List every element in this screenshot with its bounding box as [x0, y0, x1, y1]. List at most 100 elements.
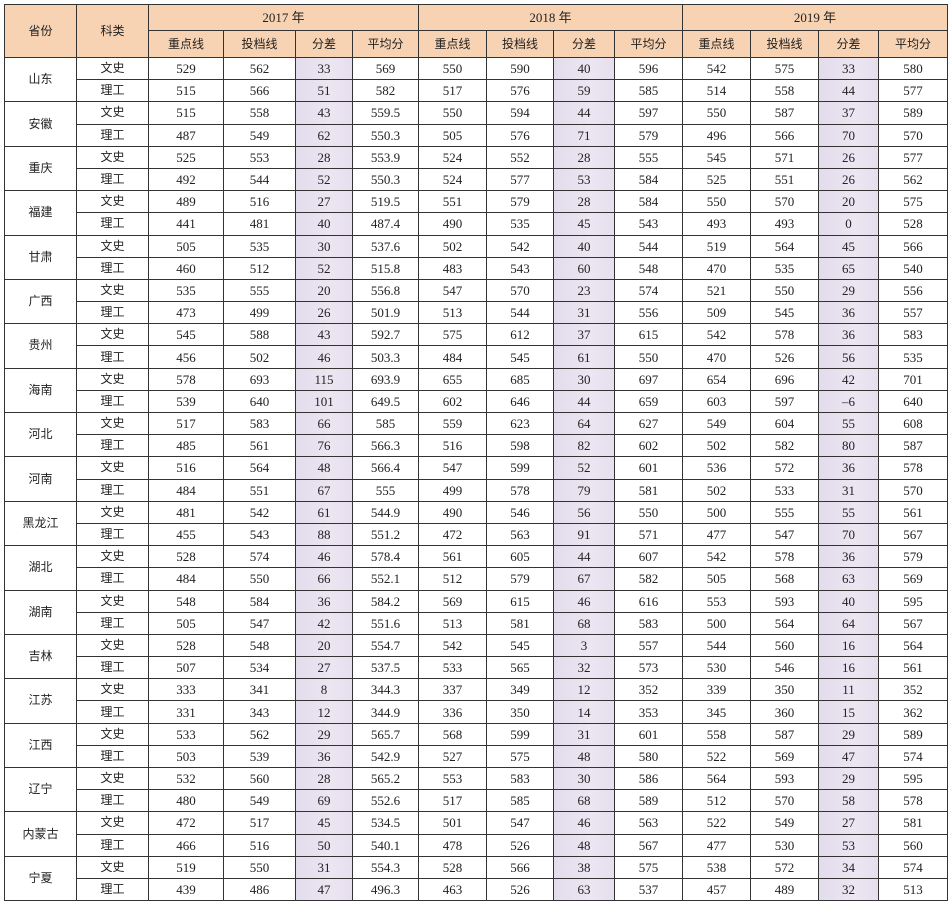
value-cell: 569	[351, 56, 420, 81]
value-cell: 30	[553, 766, 616, 791]
value-cell: 550	[682, 190, 752, 214]
province-cell: 甘肃	[4, 234, 77, 280]
value-cell: 505	[682, 567, 752, 591]
value-cell: 336	[418, 700, 488, 724]
value-cell: 502	[682, 434, 752, 458]
value-cell: 33	[818, 56, 880, 81]
value-cell: 537.5	[351, 656, 420, 680]
value-cell: 563	[614, 811, 684, 835]
value-cell: 50	[295, 833, 353, 857]
value-cell: 56	[818, 345, 880, 369]
value-cell: 543	[614, 212, 684, 236]
subject-cell: 理工	[76, 567, 149, 591]
value-cell: 345	[682, 700, 752, 724]
value-cell: 505	[148, 234, 224, 258]
value-cell: 544.9	[351, 500, 420, 524]
value-cell: 60	[553, 256, 616, 280]
table-row: 理工 456 502 46 503.3 484 545 61 550 470 526 56 535	[5, 345, 949, 369]
value-cell: 65	[818, 256, 880, 280]
value-cell: 640	[878, 389, 949, 414]
value-cell: 55	[818, 411, 880, 436]
value-cell: 29	[818, 766, 880, 791]
table-row: 湖南 文史 548 584 36 584.2 569 615 46 616 553 593 40 595	[4, 589, 949, 635]
value-cell: 28	[295, 766, 353, 791]
value-cell: 601	[614, 722, 684, 746]
subject-cell: 理工	[76, 301, 149, 325]
header-column: 重点线	[418, 30, 488, 58]
table-row: 宁夏 文史 519 550 31 554.3 528 566 38 575 538 572 34 574	[4, 855, 949, 902]
value-cell: 566.4	[351, 456, 420, 480]
value-cell: 535	[148, 278, 224, 303]
value-cell: 552.6	[351, 789, 420, 813]
value-cell: 562	[223, 722, 296, 746]
value-cell: 555	[614, 145, 684, 169]
value-cell: 568	[418, 722, 488, 746]
province-cell: 湖北	[4, 545, 77, 591]
value-cell: 535	[750, 256, 820, 280]
value-cell: 53	[553, 167, 616, 192]
value-cell: 553	[223, 145, 296, 169]
value-cell: 578	[878, 789, 949, 813]
value-cell: 549	[682, 411, 752, 436]
value-cell: 27	[295, 656, 353, 680]
value-cell: 519	[148, 855, 224, 879]
value-cell: 512	[223, 256, 296, 280]
value-cell: 527	[418, 744, 488, 769]
value-cell: 685	[486, 367, 555, 391]
value-cell: 560	[878, 833, 949, 857]
value-cell: 80	[818, 434, 880, 458]
value-cell: 470	[682, 256, 752, 280]
value-cell: 564	[878, 633, 949, 658]
value-cell: 573	[614, 656, 684, 680]
value-cell: 550	[418, 56, 488, 81]
value-cell: 515	[148, 101, 224, 125]
value-cell: 542	[682, 545, 752, 569]
value-cell: 536	[682, 456, 752, 480]
value-cell: 623	[486, 411, 555, 436]
value-cell: 28	[553, 190, 616, 214]
value-cell: 564	[750, 234, 820, 258]
value-cell: 542	[418, 633, 488, 658]
value-cell: 40	[818, 589, 880, 613]
table-row: 湖北 文史 528 574 46 578.4 561 605 44 607 542 578 36 579	[4, 545, 949, 591]
value-cell: –6	[818, 389, 880, 414]
table-row: 理工 515 566 51 582 517 576 59 585 514 558 44 577	[5, 79, 949, 103]
value-cell: 544	[223, 167, 296, 192]
value-cell: 551.2	[351, 522, 420, 547]
value-cell: 583	[878, 323, 949, 347]
value-cell: 598	[486, 434, 555, 458]
value-cell: 521	[682, 278, 752, 303]
value-cell: 517	[418, 79, 488, 103]
value-cell: 40	[295, 212, 353, 236]
value-cell: 341	[223, 678, 296, 702]
value-cell: 560	[750, 633, 820, 658]
value-cell: 36	[818, 301, 880, 325]
value-cell: 46	[553, 811, 616, 835]
value-cell: 496.3	[351, 877, 420, 902]
value-cell: 543	[223, 522, 296, 547]
value-cell: 40	[553, 234, 616, 258]
table-row: 河南 文史 516 564 48 566.4 547 599 52 601 536 572 36 578	[4, 456, 949, 502]
value-cell: 45	[295, 811, 353, 835]
value-cell: 570	[878, 478, 949, 502]
value-cell: 350	[750, 678, 820, 702]
value-cell: 333	[148, 678, 224, 702]
value-cell: 547	[486, 811, 555, 835]
value-cell: 593	[750, 589, 820, 613]
table-row: 内蒙古 文史 472 517 45 534.5 501 547 46 563 522 549 27 581	[4, 811, 949, 857]
subject-cell: 理工	[76, 256, 149, 280]
value-cell: 551	[223, 478, 296, 502]
value-cell: 37	[818, 101, 880, 125]
value-cell: 547	[223, 611, 296, 635]
province-cell: 黑龙江	[4, 500, 77, 547]
value-cell: 353	[614, 700, 684, 724]
value-cell: 545	[486, 345, 555, 369]
value-cell: 552	[486, 145, 555, 169]
value-cell: 588	[223, 323, 296, 347]
province-cell: 海南	[4, 367, 77, 414]
subject-cell: 理工	[76, 123, 149, 147]
value-cell: 473	[148, 301, 224, 325]
value-cell: 68	[553, 611, 616, 635]
value-cell: 26	[295, 301, 353, 325]
value-cell: 584	[614, 190, 684, 214]
